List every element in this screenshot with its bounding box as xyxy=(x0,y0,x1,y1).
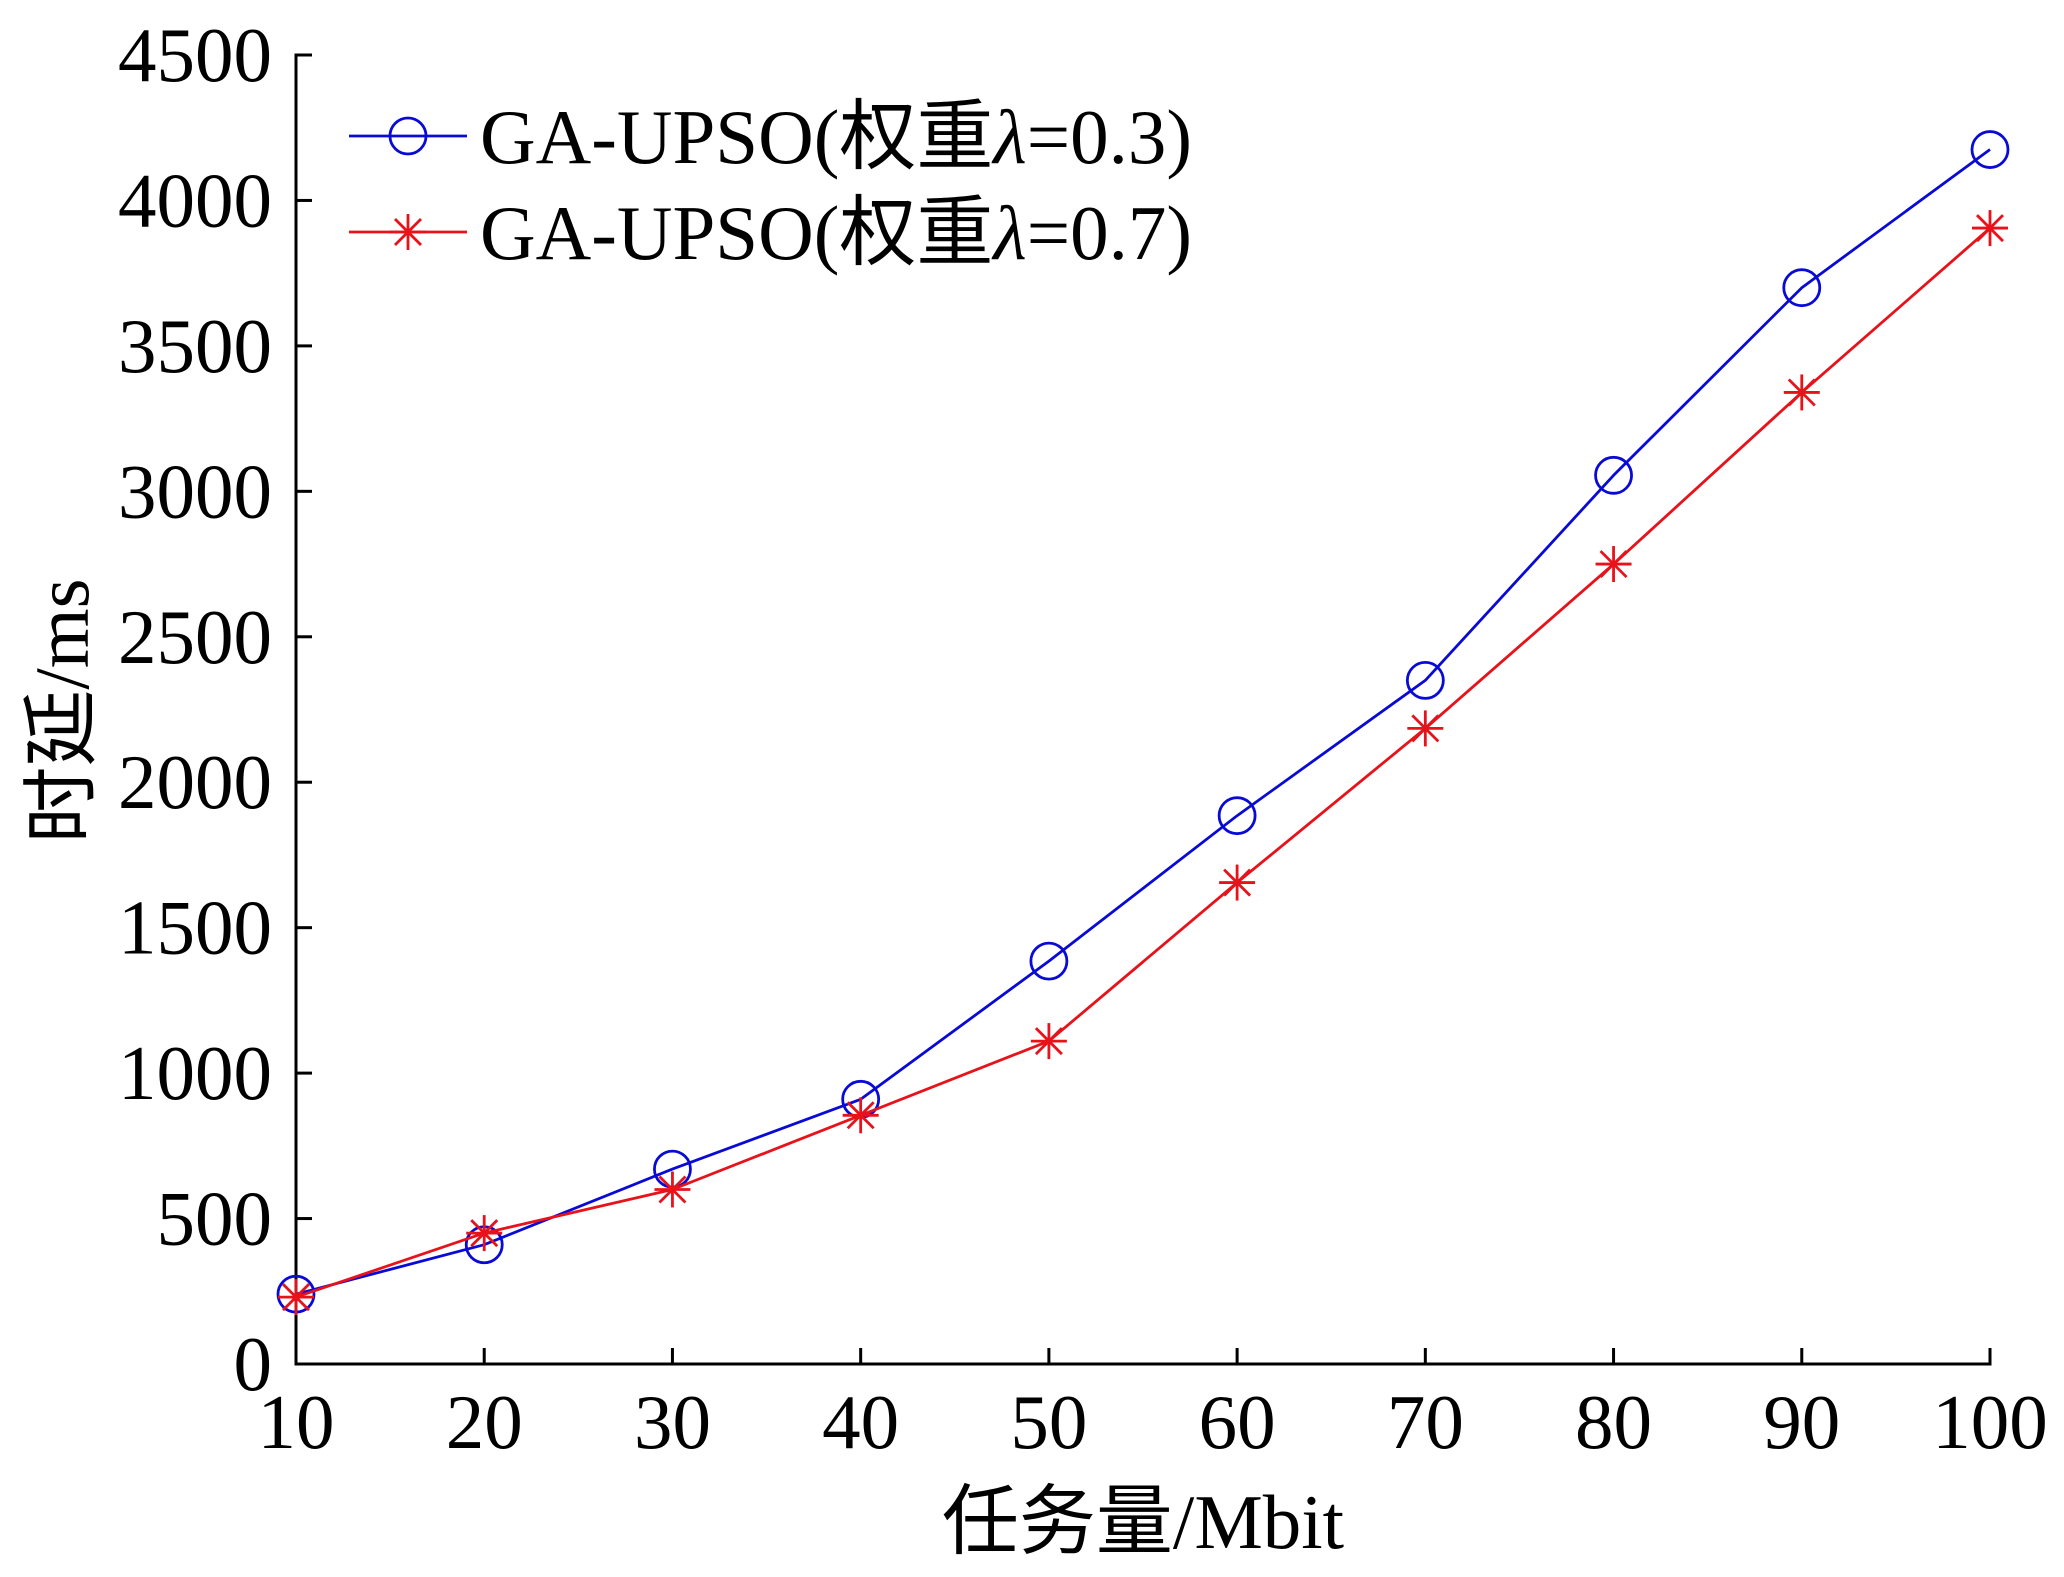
series-2-point-stroke xyxy=(470,1219,499,1248)
series-2-point xyxy=(466,1215,503,1252)
x-tick-label: 40 xyxy=(822,1379,899,1465)
series-2-point xyxy=(654,1171,691,1208)
series-1-point-circle xyxy=(1217,796,1257,836)
legend-label-lambda: λ xyxy=(991,94,1026,180)
series-2-point xyxy=(1595,546,1632,583)
legend-marker-circle xyxy=(388,116,428,156)
series-2-point-stroke xyxy=(1976,214,2004,243)
series-1-point xyxy=(1782,268,1822,308)
series-1-point xyxy=(1594,455,1633,495)
legend-label-text: GA-UPSO(权重 xyxy=(480,94,993,180)
series-2-point xyxy=(1407,710,1444,747)
series-2-point-stroke xyxy=(282,1283,310,1312)
series-2-point xyxy=(1783,374,1820,411)
series-1-point-circle xyxy=(1970,130,2010,169)
x-tick-label: 60 xyxy=(1199,1379,1276,1465)
legend-label-lambda: λ xyxy=(991,190,1026,276)
x-tick-label: 30 xyxy=(634,1379,711,1465)
legend-label-text: =0.7) xyxy=(1027,190,1192,276)
legend-label-text: GA-UPSO(权重 xyxy=(480,190,993,276)
series-1-point xyxy=(1405,661,1445,700)
x-tick-label: 100 xyxy=(1932,1379,2048,1465)
x-tick-label: 90 xyxy=(1763,1379,1840,1465)
legend-marker xyxy=(390,214,426,250)
y-tick-label: 2500 xyxy=(118,594,272,680)
series-1-point-circle xyxy=(1594,455,1633,495)
legend-marker xyxy=(388,116,428,156)
series-1-line xyxy=(295,148,1991,1296)
series-2-point-stroke xyxy=(1034,1027,1063,1056)
series-2-line xyxy=(295,227,1991,1299)
x-tick-label: 10 xyxy=(258,1379,335,1465)
plot-series xyxy=(276,130,2010,1316)
legend-label-text: =0.3) xyxy=(1027,94,1192,180)
y-tick-label: 3500 xyxy=(118,303,272,389)
series-2-point xyxy=(1972,210,2008,247)
series-2-point xyxy=(1219,864,1256,901)
y-tick-label: 3000 xyxy=(118,448,272,534)
y-tick-label: 0 xyxy=(234,1321,273,1407)
series-2-point xyxy=(278,1279,314,1316)
legend-label: GA-UPSO(权重λ=0.3) xyxy=(480,94,1192,180)
y-tick-label: 4500 xyxy=(118,12,272,98)
series-2-point-stroke xyxy=(846,1101,875,1130)
y-tick-label: 500 xyxy=(157,1176,273,1262)
series-1-point xyxy=(1217,796,1257,836)
series-2-point-stroke xyxy=(1411,714,1440,743)
legend-marker-stroke xyxy=(394,218,422,246)
series-2-point-stroke xyxy=(1787,378,1816,407)
series-2-point-stroke xyxy=(658,1175,687,1204)
series-1-point-circle xyxy=(1405,661,1445,700)
y-tick-label: 1000 xyxy=(118,1030,272,1116)
y-axis-label: 时延/ms xyxy=(19,578,105,843)
legend-item-1: GA-UPSO(权重λ=0.3) xyxy=(349,94,1192,180)
x-axis-label: 任务量/Mbit xyxy=(942,1479,1344,1565)
series-2-point-stroke xyxy=(1223,868,1252,897)
y-tick-label: 2000 xyxy=(118,739,272,825)
legend-label: GA-UPSO(权重λ=0.7) xyxy=(480,190,1192,276)
y-tick-label: 1500 xyxy=(118,885,272,971)
legend-item-2: GA-UPSO(权重λ=0.7) xyxy=(349,190,1192,276)
series-1-point xyxy=(1970,130,2010,169)
series-1-point-circle xyxy=(1782,268,1822,308)
series-1-point xyxy=(1029,941,1069,981)
axes: 0 500 1000 1500 2000 2500 3000 3500 4000 4500 10 20… xyxy=(118,12,2048,1465)
x-tick-label: 50 xyxy=(1010,1379,1087,1465)
x-tick-label: 20 xyxy=(446,1379,523,1465)
series-2-point xyxy=(1030,1023,1067,1060)
series-1-point-circle xyxy=(1029,941,1069,981)
series-2-point-stroke xyxy=(1599,550,1628,579)
y-tick-label: 4000 xyxy=(118,157,272,243)
x-tick-label: 70 xyxy=(1387,1379,1464,1465)
x-tick-label: 80 xyxy=(1575,1379,1652,1465)
legend: GA-UPSO(权重λ=0.3)GA-UPSO(权重λ=0.7) xyxy=(349,94,1192,276)
series-2-point xyxy=(842,1097,879,1134)
